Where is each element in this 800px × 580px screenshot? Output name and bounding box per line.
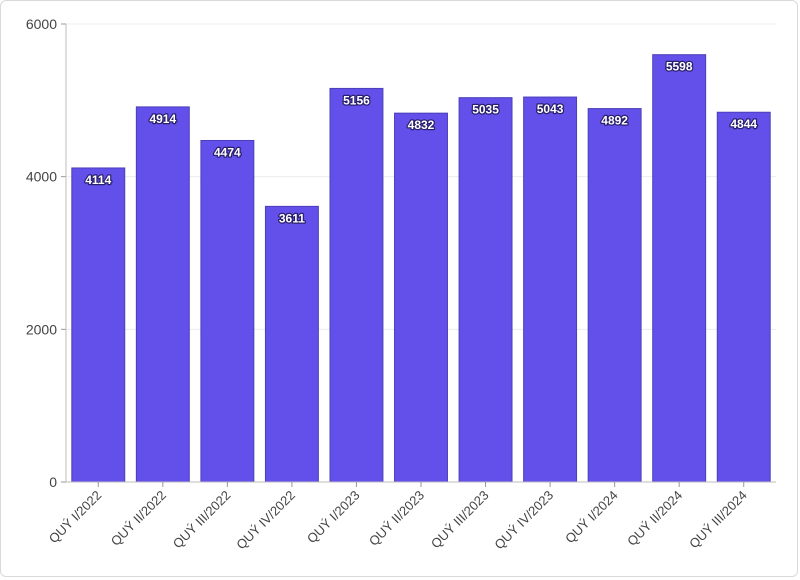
bar	[200, 139, 255, 483]
x-tick-label: QUÝ I/2024	[562, 488, 621, 547]
data-label: 5156	[343, 93, 370, 107]
data-label: 3611	[279, 211, 305, 225]
data-label: 4474	[214, 145, 241, 159]
y-tick-label: 4000	[26, 169, 57, 185]
y-tick-label: 6000	[26, 16, 57, 32]
x-tick-label: QUÝ III/2024	[686, 488, 750, 552]
bar	[587, 108, 642, 483]
x-tick-label: QUÝ I/2022	[46, 488, 105, 547]
x-tick-label: QUÝ IV/2023	[491, 488, 556, 553]
data-label: 5043	[537, 102, 564, 116]
bars	[71, 54, 771, 483]
x-tick-label: QUÝ II/2022	[108, 488, 169, 549]
y-tick-label: 2000	[26, 321, 57, 337]
data-label: 5598	[666, 60, 693, 74]
data-label: 4832	[408, 118, 435, 132]
x-tick-label: QUÝ III/2022	[170, 488, 234, 552]
x-tick-label: QUÝ II/2023	[366, 488, 427, 549]
bar	[652, 54, 707, 483]
data-label: 5035	[472, 103, 499, 117]
y-tick-label: 0	[49, 474, 57, 490]
data-label: 4844	[730, 117, 757, 131]
bar	[716, 111, 771, 483]
bar	[71, 167, 126, 483]
bar	[458, 97, 513, 483]
bar	[264, 205, 319, 483]
x-tick-label: QUÝ I/2023	[304, 488, 363, 547]
x-tick-label: QUÝ II/2024	[624, 488, 685, 549]
bar	[329, 87, 384, 483]
bar	[394, 112, 448, 483]
x-tick-label: QUÝ IV/2022	[233, 488, 298, 553]
data-label: 4114	[85, 173, 111, 187]
data-label: 4914	[149, 112, 176, 126]
bar	[135, 106, 190, 483]
data-label: 4892	[601, 114, 628, 128]
bar	[523, 96, 578, 483]
x-tick-label: QUÝ III/2023	[428, 488, 492, 552]
data-labels: 4114 4914 4474 3611 5156 4832 5035 5043 4892 5598…	[84, 58, 759, 226]
